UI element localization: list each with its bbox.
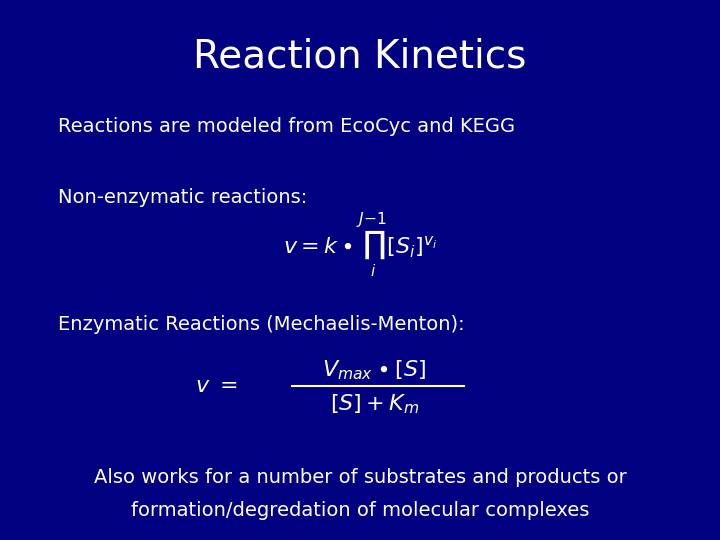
Text: $V_{max} \bullet [S]$: $V_{max} \bullet [S]$	[323, 358, 426, 382]
Text: formation/degredation of molecular complexes: formation/degredation of molecular compl…	[131, 501, 589, 520]
Text: $v = k \bullet \prod_{i}^{J\mathrm{-}1} [S_i]^{v_i}$: $v = k \bullet \prod_{i}^{J\mathrm{-}1} …	[283, 211, 437, 280]
Text: Reaction Kinetics: Reaction Kinetics	[193, 38, 527, 76]
Text: Also works for a number of substrates and products or: Also works for a number of substrates an…	[94, 468, 626, 488]
Text: Enzymatic Reactions (Mechaelis-Menton):: Enzymatic Reactions (Mechaelis-Menton):	[58, 314, 464, 334]
Text: Non-enzymatic reactions:: Non-enzymatic reactions:	[58, 187, 307, 207]
Text: $[S] + K_m$: $[S] + K_m$	[330, 392, 419, 416]
Text: $v\ =$: $v\ =$	[194, 376, 238, 396]
Text: Reactions are modeled from EcoCyc and KEGG: Reactions are modeled from EcoCyc and KE…	[58, 117, 515, 137]
